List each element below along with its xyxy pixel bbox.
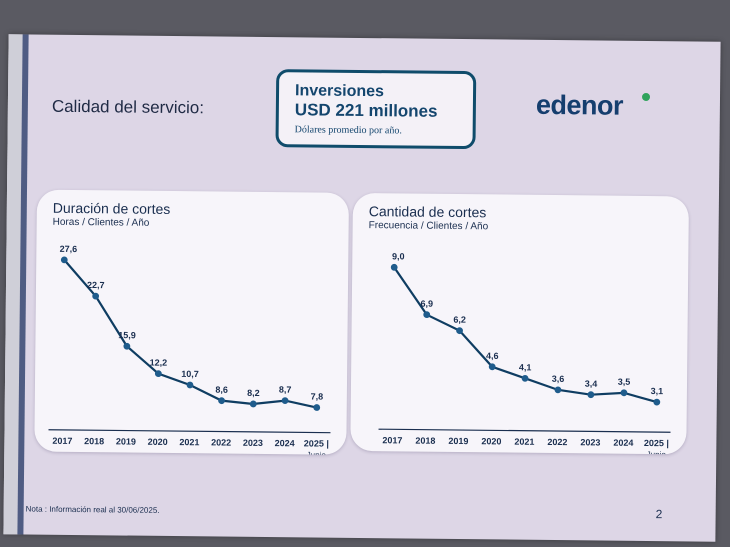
x-tick-label: 2022 bbox=[211, 437, 231, 447]
x-tick-label: 2023 bbox=[243, 438, 263, 448]
x-tick-label: 2019 bbox=[116, 436, 136, 446]
x-tick-label: 2024 bbox=[613, 438, 633, 448]
x-tick-label: 2022 bbox=[547, 437, 567, 447]
data-point bbox=[456, 327, 463, 335]
data-point bbox=[249, 400, 257, 408]
data-label: 12,2 bbox=[150, 358, 168, 368]
x-tick-label: 2025 | bbox=[644, 438, 669, 448]
data-point bbox=[281, 397, 289, 405]
investment-subtitle: Dólares promedio por año. bbox=[294, 124, 402, 137]
data-point bbox=[186, 381, 194, 389]
x-tick-label: 2020 bbox=[148, 437, 168, 447]
data-label: 3,5 bbox=[618, 377, 631, 387]
x-tick-note: Junio bbox=[307, 450, 327, 454]
data-label: 9,0 bbox=[392, 251, 405, 261]
data-label: 4,6 bbox=[486, 351, 499, 361]
data-label: 4,1 bbox=[519, 362, 532, 372]
data-point bbox=[123, 342, 131, 350]
data-label: 8,2 bbox=[247, 388, 260, 398]
data-label: 8,7 bbox=[279, 385, 292, 395]
data-label: 22,7 bbox=[87, 280, 105, 290]
x-tick-label: 2018 bbox=[84, 436, 104, 446]
data-point bbox=[390, 263, 398, 271]
data-point bbox=[313, 404, 321, 411]
data-point bbox=[60, 256, 68, 264]
data-point bbox=[488, 363, 496, 371]
chart-card-cantidad: Cantidad de cortes Frecuencia / Clientes… bbox=[350, 192, 689, 455]
x-axis-line bbox=[48, 429, 331, 434]
brand-dot-icon bbox=[641, 92, 651, 102]
data-label: 6,2 bbox=[453, 315, 466, 325]
footer-note: Nota : Información real al 30/06/2025. bbox=[25, 504, 160, 515]
x-tick-note: Junio bbox=[647, 450, 667, 454]
data-label: 15,9 bbox=[118, 330, 136, 340]
data-point bbox=[521, 374, 529, 382]
chart-card-duracion: Duración de cortes Horas / Clientes / Añ… bbox=[34, 189, 349, 455]
data-label: 8,6 bbox=[215, 385, 228, 395]
investment-box: Inversiones USD 221 millones Dólares pro… bbox=[275, 69, 477, 150]
x-tick-label: 2021 bbox=[514, 437, 534, 447]
page-number: 2 bbox=[655, 507, 663, 522]
data-point bbox=[423, 311, 431, 319]
x-tick-label: 2021 bbox=[179, 437, 199, 447]
brand-logo: edenor bbox=[535, 89, 624, 121]
data-point bbox=[554, 386, 562, 394]
slide: Calidad del servicio: Inversiones USD 22… bbox=[3, 34, 721, 542]
x-tick-label: 2017 bbox=[382, 435, 402, 445]
x-tick-label: 2018 bbox=[415, 436, 435, 446]
data-label: 27,6 bbox=[60, 244, 78, 254]
data-label: 3,4 bbox=[585, 379, 598, 389]
x-tick-label: 2017 bbox=[52, 436, 72, 446]
data-label: 10,7 bbox=[181, 369, 199, 379]
data-point bbox=[620, 389, 628, 397]
data-point bbox=[653, 398, 661, 406]
x-axis-line bbox=[378, 428, 671, 433]
chart-cantidad-svg: 9,0 2017 6,9 2018 6,2 2019 4,6 2020 4,1 2021 3,6 20… bbox=[378, 251, 671, 454]
data-point bbox=[218, 397, 225, 405]
x-tick-label: 2020 bbox=[481, 436, 501, 446]
data-label: 6,9 bbox=[421, 299, 434, 309]
section-title: Calidad del servicio: bbox=[51, 96, 205, 118]
chart-duracion-svg: 27,6 2017 22,7 2018 15,9 2019 12,2 2020 10,7 2021… bbox=[48, 244, 331, 455]
data-label: 3,1 bbox=[651, 386, 664, 396]
x-tick-label: 2025 | bbox=[304, 438, 329, 448]
x-tick-label: 2023 bbox=[580, 437, 600, 447]
x-tick-label: 2024 bbox=[275, 438, 295, 448]
data-label: 3,6 bbox=[552, 374, 565, 384]
data-point bbox=[587, 391, 595, 399]
data-point bbox=[154, 370, 162, 378]
data-label: 7,8 bbox=[311, 391, 324, 401]
data-point bbox=[92, 292, 100, 300]
x-tick-label: 2019 bbox=[448, 436, 468, 446]
investment-amount: USD 221 millones bbox=[294, 100, 438, 121]
investment-title: Inversiones bbox=[294, 82, 385, 101]
